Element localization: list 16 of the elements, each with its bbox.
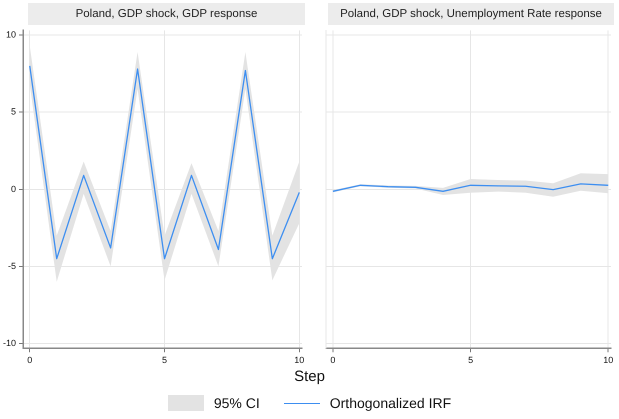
x-tick-label: 10 [294,355,304,366]
chart-title: Poland, GDP shock, Unemployment Rate response [328,3,614,25]
y-tick-label: 10 [6,30,16,40]
y-tick-label: -5 [8,260,16,271]
x-tick-label: 5 [468,355,474,366]
x-tick-label: 5 [162,355,168,366]
y-tick-label: 5 [10,106,16,117]
y-tick-label: -10 [2,338,16,348]
x-tick-label: 0 [27,355,32,366]
text: 95% CI [214,395,260,411]
chart-title: Poland, GDP shock, GDP response [28,3,305,25]
x-tick-label: 10 [603,355,614,366]
y-tick-label: 0 [10,184,16,194]
legend-label: Orthogonalized IRF [330,395,452,411]
x-axis-title: Step [293,368,326,385]
x-tick-label: 0 [330,355,336,366]
